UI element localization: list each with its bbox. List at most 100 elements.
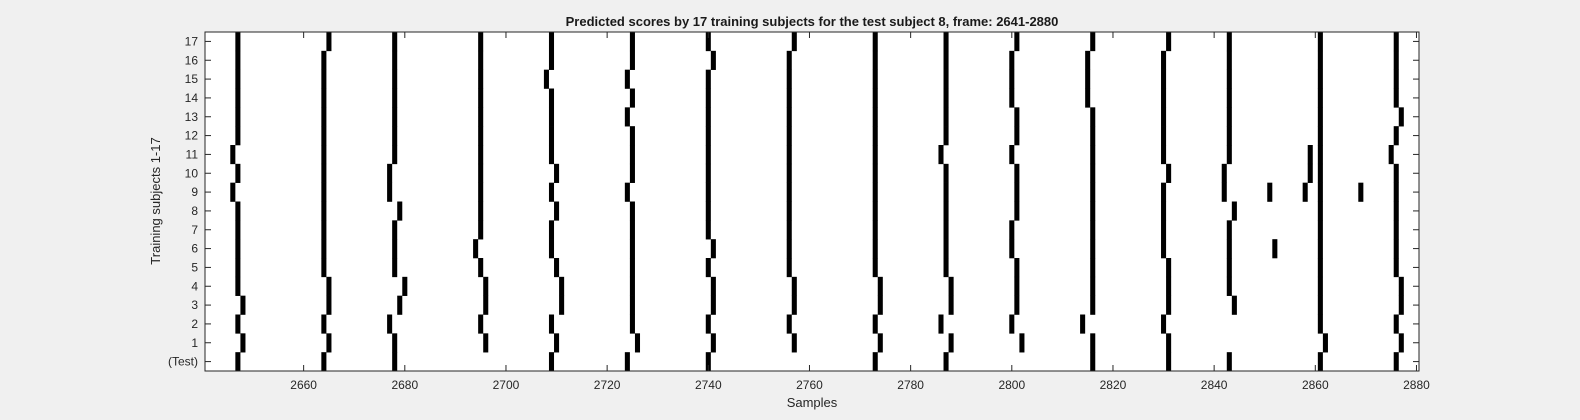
score-mark xyxy=(321,163,327,183)
score-mark xyxy=(943,163,949,183)
score-mark xyxy=(478,88,484,108)
score-mark xyxy=(629,126,635,146)
score-mark xyxy=(1317,258,1323,278)
score-mark xyxy=(326,276,332,296)
score-mark xyxy=(629,276,635,296)
score-mark xyxy=(1090,258,1096,278)
score-mark xyxy=(321,88,327,108)
score-mark xyxy=(710,333,716,353)
score-mark xyxy=(1161,69,1167,89)
y-tick-label: 15 xyxy=(185,72,199,86)
score-mark xyxy=(1317,107,1323,127)
score-mark xyxy=(872,220,878,240)
score-mark xyxy=(1322,333,1328,353)
score-mark xyxy=(1161,107,1167,127)
y-tick-label: 4 xyxy=(191,279,198,293)
score-mark xyxy=(235,352,241,372)
score-mark xyxy=(872,163,878,183)
score-mark xyxy=(1226,69,1232,89)
score-mark xyxy=(321,201,327,221)
plot-area xyxy=(205,32,1419,371)
score-mark xyxy=(943,88,949,108)
score-mark xyxy=(321,352,327,372)
score-mark xyxy=(1014,276,1020,296)
score-mark xyxy=(1014,126,1020,146)
score-mark xyxy=(705,145,711,165)
score-mark xyxy=(1393,69,1399,89)
score-mark xyxy=(478,220,484,240)
y-tick-label: 8 xyxy=(191,204,198,218)
score-mark xyxy=(705,126,711,146)
score-mark xyxy=(1231,295,1237,315)
score-mark xyxy=(1085,88,1091,108)
score-mark xyxy=(705,32,711,52)
score-mark xyxy=(786,88,792,108)
score-mark xyxy=(1226,107,1232,127)
y-tick-label: 12 xyxy=(185,129,199,143)
score-mark xyxy=(943,107,949,127)
score-mark xyxy=(548,50,555,70)
y-tick-label: 6 xyxy=(191,242,198,256)
y-tick-label: 3 xyxy=(191,298,198,312)
score-mark xyxy=(554,163,560,183)
score-mark xyxy=(1272,239,1278,259)
score-mark xyxy=(872,182,878,202)
score-mark xyxy=(1166,32,1172,52)
score-mark xyxy=(943,352,949,372)
score-mark xyxy=(1388,145,1394,165)
score-mark xyxy=(786,107,792,127)
score-mark xyxy=(1317,314,1323,334)
score-mark xyxy=(1317,201,1323,221)
score-mark xyxy=(1090,352,1096,372)
score-mark xyxy=(1398,333,1404,353)
score-mark xyxy=(1161,50,1167,70)
score-mark xyxy=(478,69,484,89)
x-tick-label: 2740 xyxy=(695,378,722,392)
score-mark xyxy=(235,32,241,52)
score-mark xyxy=(402,276,408,296)
score-mark xyxy=(235,88,241,108)
score-mark xyxy=(326,333,332,353)
y-tick-label: 9 xyxy=(191,185,198,199)
score-mark xyxy=(1009,239,1015,259)
score-mark xyxy=(230,182,236,202)
score-mark xyxy=(1393,50,1399,70)
score-mark xyxy=(392,32,398,52)
score-mark xyxy=(321,69,327,89)
score-mark xyxy=(1009,145,1015,165)
score-mark xyxy=(478,126,484,146)
score-mark xyxy=(872,88,878,108)
score-mark xyxy=(786,258,792,278)
y-tick-label: 14 xyxy=(185,91,199,105)
score-mark xyxy=(872,258,878,278)
score-mark xyxy=(1226,239,1232,259)
score-mark xyxy=(1226,145,1232,165)
score-mark xyxy=(548,107,555,127)
score-mark xyxy=(1317,145,1323,165)
score-mark xyxy=(1226,50,1232,70)
score-mark xyxy=(624,352,630,372)
score-mark xyxy=(786,163,792,183)
score-mark xyxy=(1161,239,1167,259)
score-mark xyxy=(392,69,398,89)
score-mark xyxy=(548,145,555,165)
score-mark xyxy=(392,107,398,127)
plot-frame xyxy=(204,31,1420,372)
x-tick-label: 2880 xyxy=(1403,378,1430,392)
score-mark xyxy=(1080,314,1086,334)
score-mark xyxy=(872,201,878,221)
score-mark xyxy=(548,220,555,240)
score-mark xyxy=(1166,333,1172,353)
score-mark xyxy=(483,295,489,315)
score-mark xyxy=(629,201,635,221)
score-mark xyxy=(786,145,792,165)
score-mark xyxy=(321,50,327,70)
score-mark xyxy=(1221,163,1227,183)
score-mark xyxy=(235,258,241,278)
score-mark xyxy=(548,32,555,52)
score-mark xyxy=(705,107,711,127)
score-mark xyxy=(705,163,711,183)
score-mark xyxy=(1317,50,1323,70)
score-mark xyxy=(948,333,954,353)
